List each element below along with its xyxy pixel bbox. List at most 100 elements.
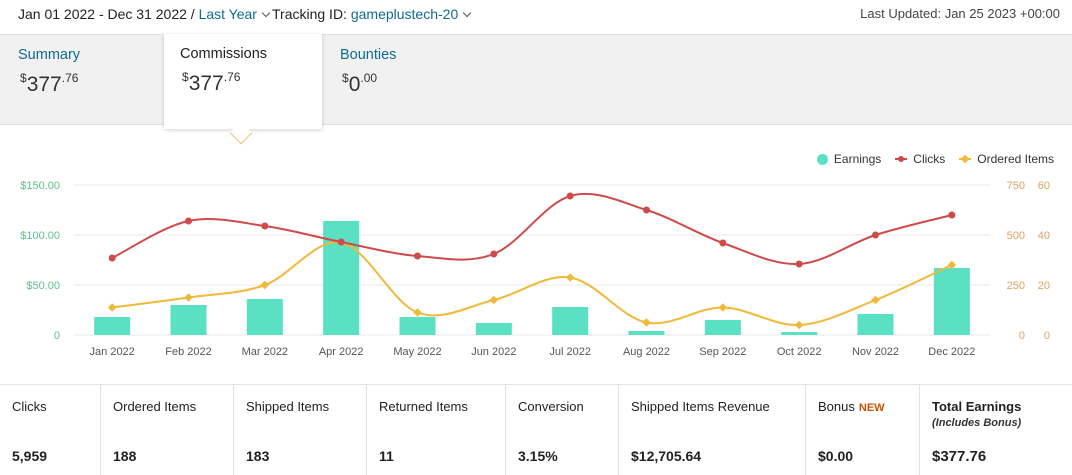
clicks-point — [643, 206, 650, 214]
earnings-bar — [552, 307, 589, 335]
ordered-items-point — [794, 320, 804, 330]
stat-conversion-label: Conversion — [518, 399, 584, 414]
earnings-bar — [704, 320, 741, 335]
clicks-point — [337, 238, 345, 246]
earnings-bar — [933, 268, 970, 335]
new-badge: NEW — [858, 402, 885, 414]
stat-ordered-items-label: Ordered Items — [113, 399, 197, 414]
x-tick-label: Feb 2022 — [165, 346, 211, 358]
stat-ordered-items-value: 188 — [113, 448, 137, 464]
tab-bounties-label: Bounties — [340, 47, 397, 63]
clicks-point — [566, 192, 574, 200]
y-left-tick-label: $100.00 — [20, 230, 60, 242]
x-tick-label: May 2022 — [393, 346, 441, 358]
y-left-tick-label: $50.00 — [26, 280, 60, 292]
stat-bonus: Bonus NEW $0.00 — [806, 385, 920, 475]
last-updated: Last Updated: Jan 25 2023 +00:00 — [860, 6, 1060, 21]
clicks-point — [948, 211, 956, 219]
stat-conversion-value: 3.15% — [518, 448, 558, 464]
y-right-clicks-tick-label: 500 — [1007, 230, 1025, 242]
ordered-items-point — [718, 303, 728, 312]
x-tick-label: Nov 2022 — [852, 346, 899, 358]
top-bar: Jan 01 2022 - Dec 31 2022 / Last Year Tr… — [0, 0, 1072, 30]
stat-conversion: Conversion 3.15% — [506, 385, 619, 475]
ordered-items-swatch-icon — [959, 158, 972, 160]
tab-bounties[interactable]: Bounties $0.00 — [324, 35, 484, 125]
date-range: Jan 01 2022 - Dec 31 2022 / Last Year — [18, 6, 271, 22]
tab-commissions-value: $377.76 — [182, 70, 241, 95]
tracking-id-value[interactable]: gameplustech-20 — [350, 6, 459, 22]
x-tick-label: Jun 2022 — [471, 346, 516, 358]
legend-clicks[interactable]: Clicks — [895, 152, 945, 166]
chart-legend: Earnings Clicks Ordered Items — [816, 152, 1054, 166]
earnings-bar — [475, 323, 512, 335]
tab-commissions-label: Commissions — [180, 46, 268, 62]
ordered-items-point — [947, 260, 957, 270]
x-tick-label: Jan 2022 — [90, 346, 135, 358]
ordered-items-point — [413, 308, 422, 317]
earnings-bar — [246, 299, 283, 335]
stat-bonus-label: Bonus NEW — [818, 399, 885, 414]
stat-shipped-items-label: Shipped Items — [246, 399, 330, 414]
stat-ordered-items: Ordered Items 188 — [101, 385, 234, 475]
clicks-point — [261, 222, 269, 230]
tab-summary-label: Summary — [18, 47, 81, 63]
stat-clicks-value: 5,959 — [12, 448, 48, 464]
legend-ordered-items[interactable]: Ordered Items — [959, 152, 1054, 166]
summary-tabs: Summary $377.76 Commissions $377.76 Boun… — [0, 34, 1072, 129]
earnings-bar — [399, 317, 436, 335]
stats-bar: Clicks 5,959 Ordered Items 188 Shipped I… — [0, 384, 1072, 475]
period-select[interactable]: Last Year — [198, 6, 257, 22]
ordered-items-line — [112, 241, 953, 327]
earnings-swatch-icon — [816, 153, 828, 165]
legend-earnings-label: Earnings — [833, 152, 882, 166]
clicks-point — [108, 254, 116, 262]
clicks-swatch-icon — [895, 156, 908, 162]
ordered-items-point — [260, 280, 270, 290]
stat-total-earnings-label: Total Earnings — [932, 399, 1022, 414]
y-right-items-tick-label: 40 — [1038, 230, 1050, 242]
ordered-items-point — [107, 303, 117, 312]
chevron-down-icon[interactable] — [463, 8, 472, 18]
clicks-point — [490, 250, 498, 258]
y-right-items-tick-label: 60 — [1038, 180, 1050, 192]
y-right-clicks-tick-label: 250 — [1007, 280, 1025, 292]
legend-clicks-label: Clicks — [913, 152, 946, 166]
earnings-bar — [628, 331, 665, 335]
x-tick-label: Jul 2022 — [549, 346, 591, 358]
stat-total-earnings-sub: (Includes Bonus) — [932, 417, 1022, 429]
stat-total-earnings-value: $377.76 — [932, 448, 987, 465]
tab-commissions[interactable]: Commissions $377.76 — [164, 34, 322, 129]
date-range-text: Jan 01 2022 - Dec 31 2022 / — [18, 6, 195, 22]
clicks-point — [414, 252, 421, 260]
ordered-items-point — [489, 295, 499, 305]
earnings-chart: 0 0 0 $50.00 250 20 $100.00 500 40 $150.00 750 60 Ja… — [0, 126, 1072, 384]
x-tick-label: Dec 2022 — [928, 346, 975, 358]
legend-earnings[interactable]: Earnings — [816, 152, 882, 166]
chart-svg: 0 0 0 $50.00 250 20 $100.00 500 40 $150.00 750 60 Ja… — [20, 180, 1050, 358]
earnings-bar — [323, 221, 360, 335]
tab-summary[interactable]: Summary $377.76 — [2, 35, 162, 125]
legend-ordered-items-label: Ordered Items — [977, 152, 1054, 166]
y-right-items-tick-label: 20 — [1038, 280, 1050, 292]
tab-bounties-value: $0.00 — [342, 71, 378, 96]
y-right-items-tick-label: 0 — [1044, 330, 1050, 342]
stat-total-earnings: Total Earnings (Includes Bonus) $377.76 — [920, 385, 1072, 475]
y-right-clicks-tick-label: 750 — [1007, 180, 1025, 192]
earnings-bar — [94, 317, 131, 335]
stat-clicks-label: Clicks — [12, 399, 47, 414]
ordered-items-point — [184, 293, 193, 302]
x-tick-label: Sep 2022 — [699, 346, 746, 358]
earnings-bar — [857, 314, 894, 335]
ordered-items-point — [565, 273, 575, 282]
ordered-items-point — [642, 318, 651, 327]
chevron-down-icon[interactable] — [261, 8, 271, 18]
y-left-tick-label: $150.00 — [20, 180, 60, 192]
stat-shipped-items: Shipped Items 183 — [234, 385, 367, 475]
clicks-point — [185, 217, 192, 225]
stat-shipped-items-value: 183 — [246, 448, 270, 464]
tracking-id[interactable]: Tracking ID: gameplustech-20 — [272, 6, 472, 22]
stat-shipped-revenue-value: $12,705.64 — [631, 448, 702, 464]
earnings-bar — [781, 332, 818, 335]
clicks-line — [111, 192, 953, 266]
